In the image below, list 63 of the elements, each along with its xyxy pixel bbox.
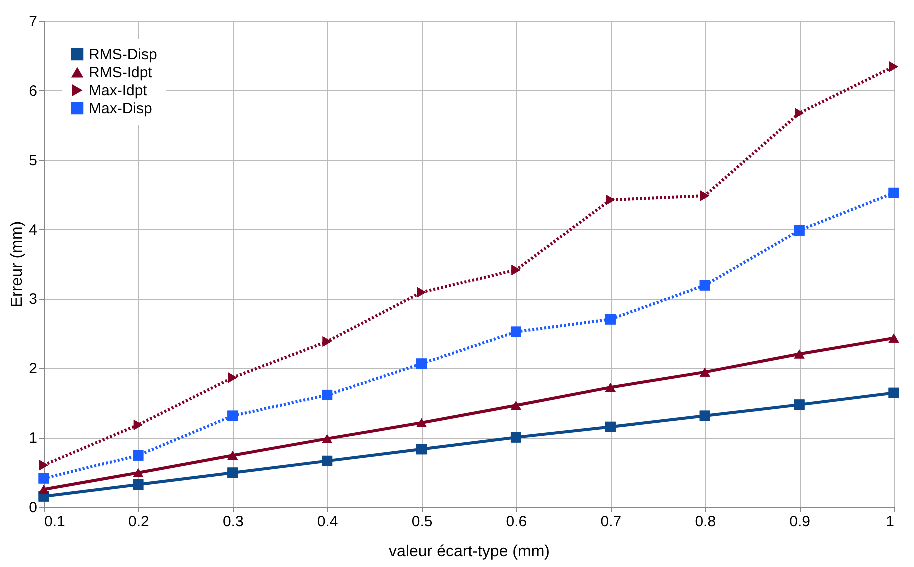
x-tick-label: 0.1 <box>44 514 66 530</box>
point <box>700 410 710 422</box>
y-tick-label: 1 <box>29 430 38 448</box>
x-tick-label: 1 <box>886 514 894 530</box>
y-tick-label: 5 <box>29 152 38 170</box>
point <box>416 358 428 370</box>
point <box>794 225 805 236</box>
point <box>38 485 50 494</box>
x-tick-label: 0.3 <box>222 514 244 530</box>
y-tick-label: 7 <box>29 14 38 30</box>
point <box>605 314 616 325</box>
point <box>228 410 238 422</box>
point <box>133 468 144 478</box>
point <box>322 390 333 400</box>
y-axis-title: Erreur (mm) <box>9 221 26 308</box>
point <box>134 420 143 430</box>
point <box>889 62 899 72</box>
point <box>700 280 710 291</box>
point <box>510 326 522 338</box>
point <box>228 468 238 478</box>
x-axis-title: valeur écart-type (mm) <box>389 544 550 560</box>
point <box>888 388 900 398</box>
y-tick-label: 2 <box>29 360 38 378</box>
point <box>39 460 49 471</box>
point <box>322 456 333 466</box>
point <box>228 451 238 460</box>
point <box>416 444 428 455</box>
point <box>416 418 428 428</box>
legend-label: RMS-Disp <box>89 46 158 64</box>
point <box>794 350 805 359</box>
point <box>794 400 805 410</box>
y-tick-label: 4 <box>29 222 38 239</box>
x-tick-label: 0.4 <box>317 514 338 530</box>
point <box>133 450 144 461</box>
point <box>322 336 332 348</box>
legend-label: Max-Idpt <box>89 82 148 100</box>
point <box>512 265 521 276</box>
x-tick-label: 0.5 <box>412 514 433 530</box>
point <box>605 383 616 392</box>
point <box>700 190 710 202</box>
point <box>605 422 616 432</box>
point <box>888 334 900 343</box>
point <box>510 432 522 443</box>
point <box>38 473 50 484</box>
x-tick-label: 0.2 <box>128 514 150 530</box>
y-tick-label: 0 <box>29 500 38 516</box>
x-tick-label: 0.8 <box>695 514 716 530</box>
point <box>417 287 426 298</box>
point <box>510 401 522 410</box>
y-tick-label: 3 <box>29 291 38 308</box>
x-tick-label: 0.6 <box>506 514 528 530</box>
point <box>606 194 616 206</box>
legend-label: Max-Disp <box>89 100 152 118</box>
point <box>700 368 710 377</box>
legend-label: RMS-Idpt <box>89 64 154 82</box>
x-tick-label: 0.7 <box>600 514 622 530</box>
point <box>322 434 333 444</box>
point <box>888 188 900 198</box>
point <box>228 372 238 384</box>
point <box>133 480 144 490</box>
point <box>795 108 804 119</box>
x-tick-label: 0.9 <box>790 514 810 530</box>
y-tick-label: 6 <box>29 82 38 100</box>
